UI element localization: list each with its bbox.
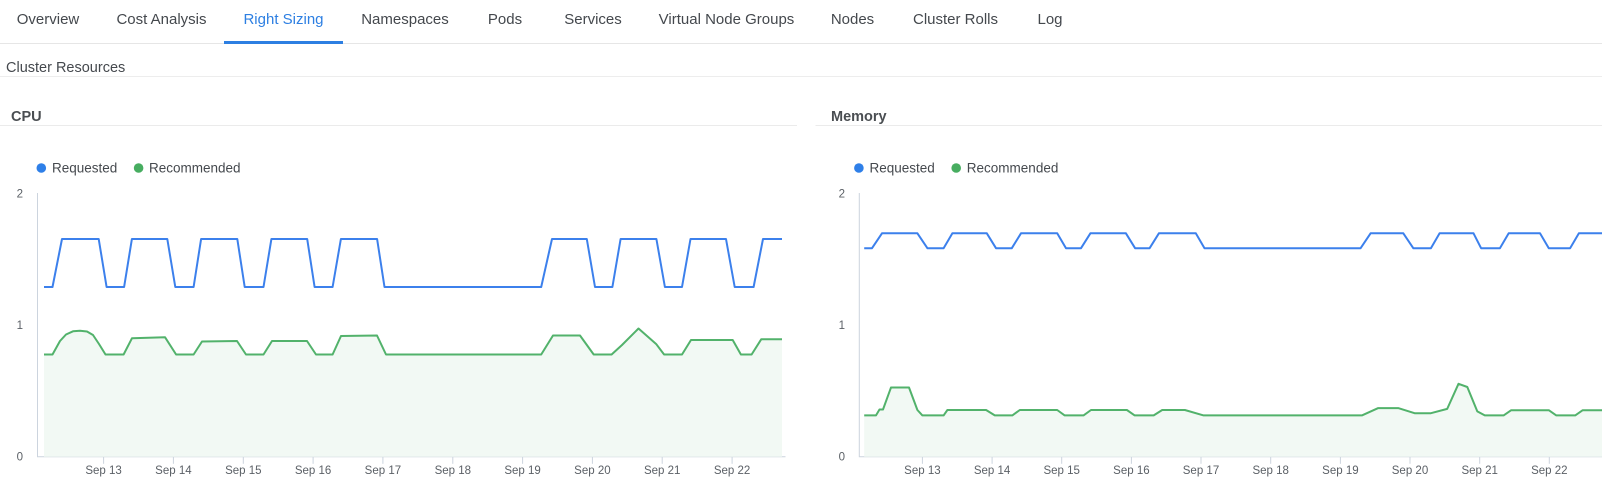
svg-text:Sep 18: Sep 18	[435, 465, 471, 477]
svg-text:Sep 19: Sep 19	[504, 465, 540, 477]
svg-text:Sep 20: Sep 20	[574, 465, 610, 477]
svg-text:0: 0	[839, 452, 845, 464]
svg-text:Sep 21: Sep 21	[1461, 465, 1497, 477]
svg-text:Sep 13: Sep 13	[904, 465, 940, 477]
svg-text:Sep 22: Sep 22	[1531, 465, 1567, 477]
svg-text:Sep 14: Sep 14	[155, 465, 192, 477]
svg-text:CPU: CPU	[11, 109, 42, 125]
svg-text:Sep 17: Sep 17	[365, 465, 401, 477]
svg-text:1: 1	[839, 320, 845, 332]
svg-text:Requested: Requested	[52, 161, 117, 176]
svg-text:Sep 21: Sep 21	[644, 465, 680, 477]
svg-text:Sep 15: Sep 15	[225, 465, 261, 477]
svg-text:Sep 14: Sep 14	[974, 465, 1011, 477]
svg-text:Sep 19: Sep 19	[1322, 465, 1358, 477]
svg-text:Sep 20: Sep 20	[1392, 465, 1428, 477]
svg-text:Recommended: Recommended	[149, 161, 241, 176]
svg-text:Sep 17: Sep 17	[1183, 465, 1219, 477]
svg-text:Sep 15: Sep 15	[1043, 465, 1079, 477]
svg-text:Sep 18: Sep 18	[1252, 465, 1288, 477]
svg-text:Sep 16: Sep 16	[1113, 465, 1149, 477]
svg-text:Memory: Memory	[831, 109, 887, 125]
svg-text:Sep 16: Sep 16	[295, 465, 331, 477]
svg-text:2: 2	[839, 189, 845, 201]
svg-text:Sep 13: Sep 13	[85, 465, 121, 477]
svg-text:Recommended: Recommended	[967, 161, 1059, 176]
svg-text:1: 1	[17, 320, 23, 332]
svg-text:Requested: Requested	[870, 161, 935, 176]
svg-text:Sep 22: Sep 22	[714, 465, 750, 477]
svg-text:0: 0	[17, 452, 23, 464]
svg-text:2: 2	[17, 189, 23, 201]
